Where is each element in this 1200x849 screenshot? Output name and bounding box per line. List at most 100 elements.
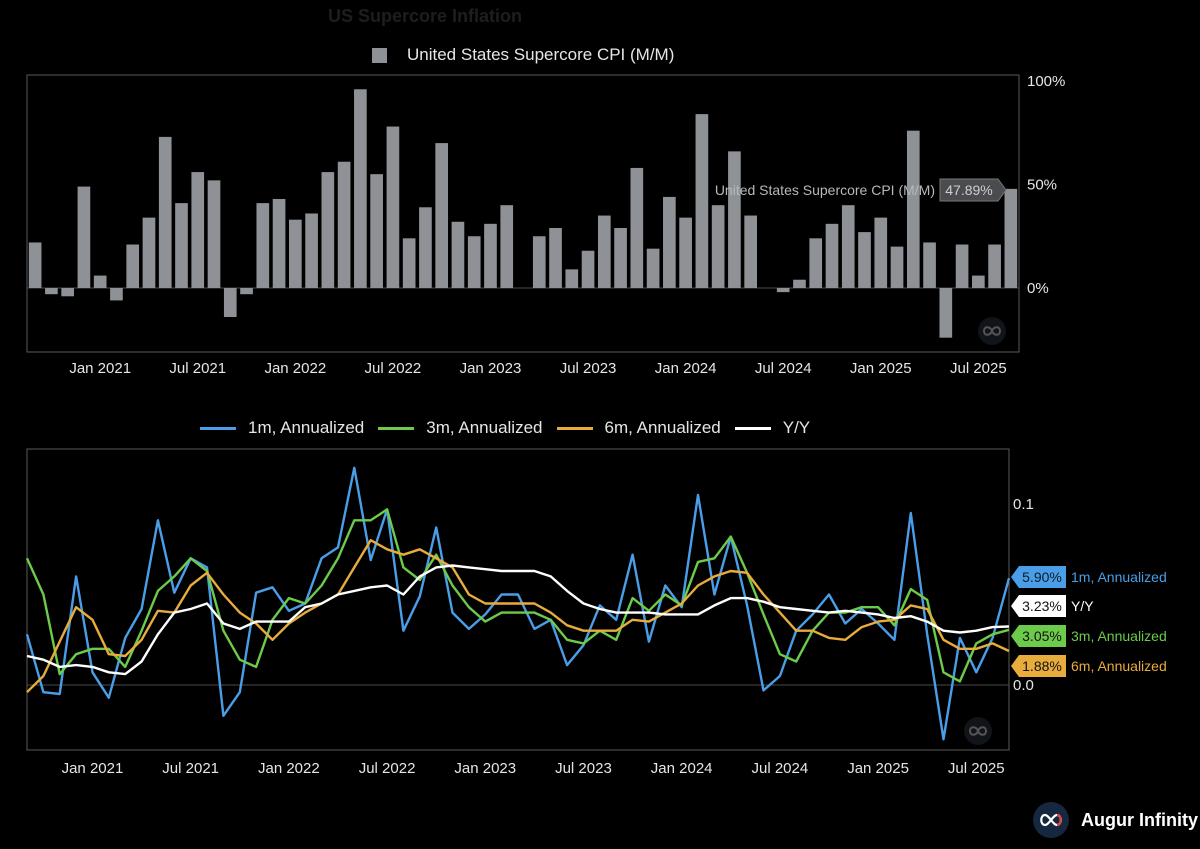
last-value-label: 1.88% 6m, Annualized [1011, 655, 1167, 677]
x-tick-label: Jul 2023 [560, 360, 617, 377]
legend-swatch-6m [556, 426, 593, 430]
bar [158, 136, 172, 288]
x-tick-label: Jan 2023 [460, 360, 522, 377]
watermark-infinity-icon [968, 726, 988, 736]
last-value-text: 5.90% [1022, 569, 1062, 585]
chart-title: US Supercore Inflation [328, 6, 523, 26]
last-value-series-name: Y/Y [1071, 598, 1094, 614]
bar [484, 223, 497, 288]
bar [500, 205, 514, 288]
last-value-label: 3.23% Y/Y [1011, 595, 1094, 617]
bar [597, 215, 611, 288]
x-tick-label: Jul 2024 [755, 360, 812, 377]
bar [175, 203, 188, 288]
x-tick-label: Jan 2023 [454, 760, 516, 777]
last-value-text: 3.23% [1022, 598, 1062, 614]
bar-legend: United States Supercore CPI (M/M) [372, 45, 674, 65]
bar [679, 217, 692, 288]
bar [565, 269, 579, 288]
bar [61, 288, 74, 297]
bar [825, 223, 839, 288]
bar [126, 244, 140, 288]
x-tick-label: Jan 2022 [264, 360, 326, 377]
x-tick-label: Jul 2021 [162, 760, 219, 777]
x-tick-label: Jul 2022 [365, 360, 422, 377]
last-value-label: 3.05% 3m, Annualized [1011, 625, 1167, 647]
last-value-badge [1011, 655, 1066, 677]
x-tick-label: Jan 2022 [258, 760, 320, 777]
bar [321, 172, 335, 288]
bar [256, 203, 270, 288]
bar [939, 288, 953, 338]
last-value-tooltip: United States Supercore CPI (M/M) 47.89% [715, 178, 1007, 202]
bar [191, 172, 205, 288]
bar [776, 288, 790, 293]
bar-plot-frame [26, 74, 1020, 353]
bar [744, 215, 758, 288]
bar [955, 244, 969, 288]
bar [923, 242, 936, 288]
bar [858, 232, 871, 288]
last-value-series-name: 6m, Annualized [1071, 658, 1167, 674]
x-tick-label: Jan 2024 [651, 760, 713, 777]
bar [272, 198, 286, 288]
legend-swatch-yy [734, 426, 771, 430]
last-value-badge [1011, 625, 1066, 647]
bar [93, 275, 107, 288]
bar [890, 246, 904, 288]
bar [532, 236, 546, 288]
legend-item-6m[interactable]: 6m, Annualized [556, 418, 721, 438]
bar [630, 167, 644, 288]
line-plot-frame [26, 448, 1010, 751]
x-tick-label: Jul 2024 [752, 760, 809, 777]
bar [288, 219, 302, 288]
bar [467, 236, 481, 288]
bar [809, 238, 823, 288]
series-line-6m [26, 539, 1010, 694]
bar-chart: 100% 50% 0% Jan 2021 Jul 2021 Jan 2022 Jul 202… [26, 73, 1065, 377]
infinity-icon [1033, 802, 1069, 838]
bar [549, 227, 562, 288]
last-value-series-name: 1m, Annualized [1071, 569, 1167, 585]
bar [663, 196, 676, 288]
bar [906, 130, 920, 288]
bar [728, 151, 741, 288]
bar [305, 213, 318, 288]
legend-label-yy: Y/Y [782, 418, 811, 437]
last-value-series-name: United States Supercore CPI (M/M) [715, 182, 935, 198]
bar-legend-swatch [372, 47, 387, 63]
legend-label-1m: 1m, Annualized [248, 418, 365, 437]
x-tick-label: Jan 2025 [850, 360, 912, 377]
y-tick-label: 0.0 [1013, 677, 1034, 694]
bar [354, 89, 367, 288]
legend-item-3m[interactable]: 3m, Annualized [378, 418, 543, 438]
bar [695, 114, 709, 289]
last-value-text: 1.88% [1022, 658, 1062, 674]
bar [402, 238, 416, 288]
legend-label-3m: 3m, Annualized [426, 418, 543, 437]
legend-item-1m[interactable]: 1m, Annualized [200, 418, 364, 438]
x-tick-label: Jan 2024 [655, 360, 717, 377]
bar [581, 250, 595, 288]
bar [435, 143, 449, 288]
line-chart: 0.1 0.0 Jan 2021 Jul 2021 Jan 2022 Jul 2022 Ja… [25, 448, 1167, 777]
bar [988, 244, 1001, 288]
bar [45, 288, 58, 295]
bar [451, 221, 465, 288]
bar [972, 275, 985, 288]
last-value-text: 3.05% [1022, 628, 1062, 644]
bar [223, 288, 237, 317]
x-tick-label: Jul 2025 [948, 760, 1005, 777]
last-value-badge [939, 178, 1007, 202]
brand: Augur Infinity [1033, 802, 1198, 838]
y-tick-label: 100% [1027, 73, 1065, 90]
bar [841, 205, 855, 288]
y-tick-label: 0% [1027, 280, 1049, 297]
bar [419, 207, 432, 288]
x-tick-label: Jul 2022 [359, 760, 416, 777]
x-tick-label: Jul 2021 [169, 360, 226, 377]
legend-item-yy[interactable]: Y/Y [734, 418, 811, 438]
bar-legend-label[interactable]: United States Supercore CPI (M/M) [407, 45, 675, 64]
last-value-text: 47.89% [945, 182, 992, 198]
